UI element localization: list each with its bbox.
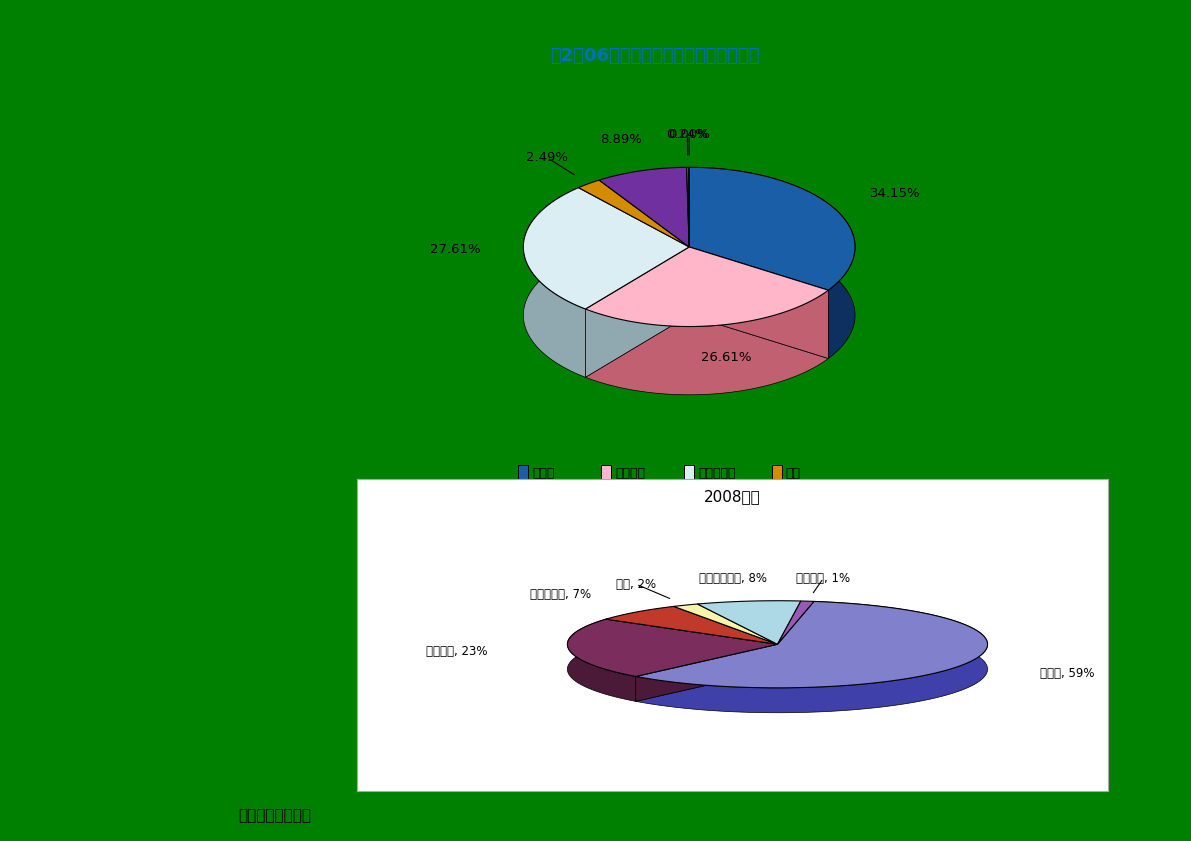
Polygon shape (636, 601, 987, 688)
Polygon shape (636, 601, 987, 712)
Polygon shape (690, 247, 829, 358)
Polygon shape (586, 290, 829, 394)
Polygon shape (567, 619, 636, 701)
Bar (601, 495, 611, 510)
Polygon shape (674, 604, 778, 644)
Text: 26.61%: 26.61% (701, 352, 752, 364)
Text: 淀粉及副产品, 8%: 淀粉及副产品, 8% (699, 572, 767, 584)
Text: 0.24%: 0.24% (666, 128, 709, 141)
Text: 糖醇: 糖醇 (786, 467, 800, 479)
Text: 其他淀粉糖, 7%: 其他淀粉糖, 7% (530, 588, 591, 601)
Polygon shape (698, 600, 800, 644)
Text: 2008年度: 2008年度 (704, 489, 761, 504)
Text: 0.00%: 0.00% (668, 128, 710, 141)
Polygon shape (586, 247, 690, 378)
Polygon shape (686, 167, 690, 247)
Text: 2.49%: 2.49% (526, 151, 568, 164)
Polygon shape (778, 601, 813, 644)
Text: 低聚糖: 低聚糖 (532, 467, 555, 479)
Text: 27.61%: 27.61% (430, 244, 480, 257)
Polygon shape (523, 188, 690, 309)
Bar (685, 465, 694, 481)
Text: 8.89%: 8.89% (600, 133, 642, 145)
Polygon shape (567, 619, 778, 676)
Bar (601, 465, 611, 481)
Text: 果葡糖浆: 果葡糖浆 (615, 467, 646, 479)
Bar (772, 465, 781, 481)
Bar (518, 465, 529, 481)
Polygon shape (599, 167, 690, 247)
Polygon shape (586, 247, 829, 326)
Polygon shape (636, 644, 778, 701)
Text: 糖醇, 2%: 糖醇, 2% (616, 578, 656, 590)
Polygon shape (636, 644, 778, 701)
Text: 34.15%: 34.15% (869, 187, 921, 200)
Text: 淀粉及副产品: 淀粉及副产品 (532, 496, 578, 509)
Text: 其他收入: 其他收入 (615, 496, 646, 509)
Text: 其他业务, 1%: 其他业务, 1% (797, 572, 850, 584)
Polygon shape (690, 167, 855, 358)
Bar (685, 495, 694, 510)
Text: 图2、06年主营业务分类及毛利比重构成: 图2、06年主营业务分类及毛利比重构成 (550, 47, 760, 65)
Text: 其他淀粉糖: 其他淀粉糖 (698, 467, 736, 479)
Text: 资料来源：招股书: 资料来源：招股书 (238, 808, 311, 823)
Polygon shape (579, 180, 690, 247)
Polygon shape (690, 167, 855, 290)
Polygon shape (523, 188, 586, 378)
Polygon shape (690, 247, 829, 358)
Polygon shape (586, 247, 690, 378)
Text: 非主营业务小计: 非主营业务小计 (698, 496, 750, 509)
Text: 低聚糖, 59%: 低聚糖, 59% (1040, 667, 1095, 680)
Text: 果葡糖浆, 23%: 果葡糖浆, 23% (426, 645, 487, 658)
Bar (518, 495, 529, 510)
Polygon shape (606, 606, 778, 644)
